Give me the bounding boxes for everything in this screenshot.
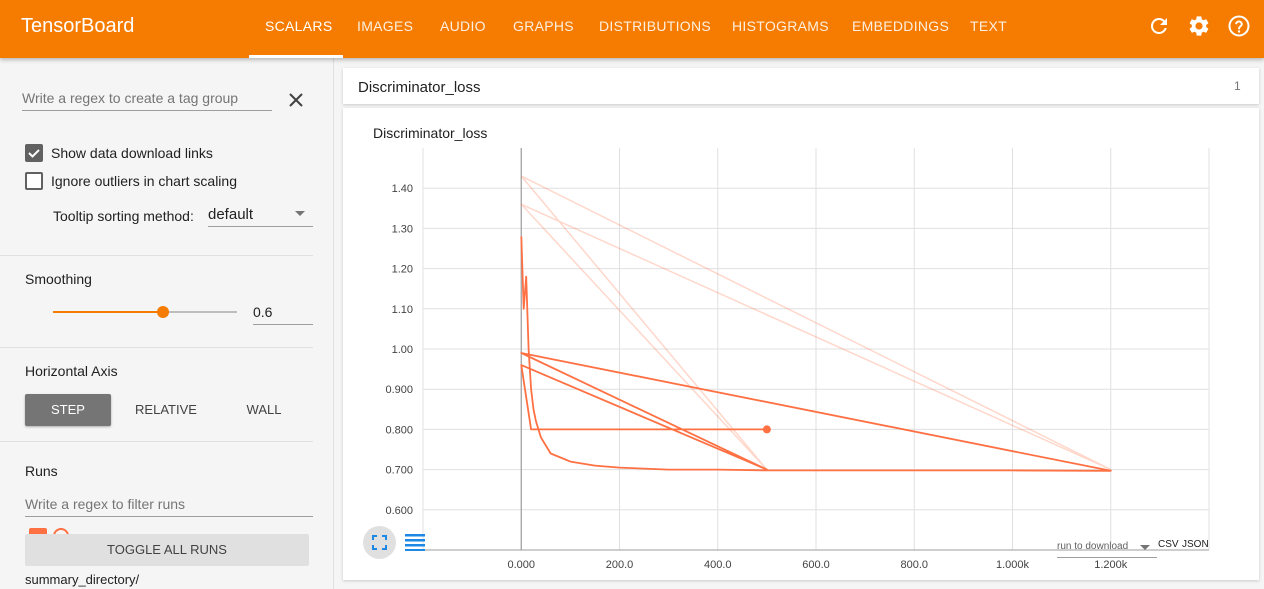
smoothing-title: Smoothing [25, 271, 92, 287]
dropdown-arrow-icon[interactable] [1140, 545, 1150, 551]
check-icon [28, 149, 40, 158]
axis-wall-button[interactable]: WALL [246, 402, 282, 417]
y-tick-label: 0.800 [385, 424, 413, 436]
smoothing-value[interactable]: 0.6 [253, 304, 273, 320]
runs-filter-input[interactable] [25, 516, 313, 517]
smoothing-slider-track[interactable] [163, 311, 237, 313]
tab-audio[interactable]: AUDIO [440, 18, 486, 34]
x-tick-label: 0.000 [507, 559, 535, 571]
y-tick-label: 0.600 [385, 505, 413, 517]
run-to-download-underline [1057, 557, 1157, 558]
settings-icon[interactable] [1187, 14, 1211, 38]
run-name: summary_directory/ [25, 572, 140, 587]
y-tick-label: 1.30 [392, 223, 413, 235]
divider [0, 347, 313, 348]
x-tick-label: 200.0 [606, 559, 634, 571]
tab-text[interactable]: TEXT [970, 18, 1007, 34]
sidebar: Write a regex to create a tag group Show… [0, 58, 334, 589]
y-tick-label: 1.10 [392, 304, 413, 316]
divider [0, 441, 313, 442]
tag-group-input[interactable] [22, 110, 272, 111]
tab-scalars[interactable]: SCALARS [265, 18, 333, 34]
toggle-all-runs-button[interactable]: TOGGLE ALL RUNS [25, 534, 309, 566]
axis-step-button[interactable]: STEP [25, 394, 111, 426]
json-link[interactable]: JSON [1182, 539, 1209, 550]
show-download-links-label: Show data download links [51, 145, 213, 161]
tooltip-sorting-select[interactable] [208, 226, 313, 227]
tab-histograms[interactable]: HISTOGRAMS [732, 18, 829, 34]
list-icon[interactable] [405, 533, 425, 551]
main-panel: Discriminator_loss 1 Discriminator_loss … [343, 58, 1264, 589]
y-tick-label: 1.40 [392, 183, 413, 195]
tag-group-placeholder: Write a regex to create a tag group [22, 90, 239, 106]
help-icon[interactable] [1227, 14, 1251, 38]
ignore-outliers-checkbox[interactable] [25, 172, 43, 190]
ignore-outliers-label: Ignore outliers in chart scaling [51, 173, 237, 189]
run-to-download-select[interactable]: run to download [1057, 541, 1129, 552]
tag-group-count: 1 [1234, 79, 1241, 93]
horizontal-axis-title: Horizontal Axis [25, 363, 118, 379]
y-tick-label: 0.700 [385, 465, 413, 477]
active-tab-indicator [249, 55, 343, 58]
top-bar: TensorBoard SCALARS IMAGES AUDIO GRAPHS … [0, 0, 1264, 58]
app-brand: TensorBoard [21, 15, 135, 37]
tab-graphs[interactable]: GRAPHS [513, 18, 574, 34]
series-end-point [762, 425, 771, 434]
axis-relative-button[interactable]: RELATIVE [135, 402, 197, 417]
smoothed-series-line [520, 236, 1112, 472]
y-axis-ticks: 0.600 0.700 0.800 0.900 1.00 1.10 1.20 1.30 1.40 [385, 183, 413, 517]
run-radio[interactable] [53, 528, 69, 536]
x-tick-label: 1.000k [996, 559, 1030, 571]
smoothing-input[interactable] [253, 324, 313, 325]
close-icon[interactable] [287, 91, 305, 109]
chart-title: Discriminator_loss [373, 125, 488, 141]
smoothing-slider-fill [53, 311, 163, 313]
runs-filter-placeholder: Write a regex to filter runs [25, 496, 186, 512]
y-tick-label: 1.20 [392, 264, 413, 276]
runs-title: Runs [25, 463, 58, 479]
smoothing-slider-knob[interactable] [157, 306, 169, 318]
line-chart[interactable]: 0.600 0.700 0.800 0.900 1.00 1.10 1.20 1.30 1.40… [343, 108, 1259, 580]
divider [0, 255, 313, 256]
raw-series-line [520, 175, 1112, 471]
show-download-links-checkbox[interactable] [25, 144, 43, 162]
x-tick-label: 1.200k [1094, 559, 1128, 571]
tab-embeddings[interactable]: EMBEDDINGS [852, 18, 950, 34]
x-axis-ticks: 0.000 200.0 400.0 600.0 800.0 1.000k 1.200k [507, 559, 1127, 571]
refresh-icon[interactable] [1147, 14, 1171, 38]
run-checkbox[interactable] [29, 528, 47, 536]
tab-images[interactable]: IMAGES [357, 18, 414, 34]
chart-card: Discriminator_loss 0.600 0.700 0.800 0.900 1… [343, 108, 1259, 580]
chart-series [520, 175, 1112, 472]
x-tick-label: 600.0 [802, 559, 830, 571]
x-tick-label: 400.0 [704, 559, 732, 571]
chart-grid [422, 148, 1210, 551]
tag-group-title: Discriminator_loss [358, 79, 481, 96]
x-tick-label: 800.0 [900, 559, 928, 571]
fit-domain-button[interactable] [363, 526, 396, 559]
tab-distributions[interactable]: DISTRIBUTIONS [599, 18, 712, 34]
csv-link[interactable]: CSV [1158, 539, 1179, 550]
tag-group-header[interactable]: Discriminator_loss 1 [343, 68, 1259, 104]
y-tick-label: 0.900 [385, 384, 413, 396]
fullscreen-icon [372, 535, 387, 550]
tooltip-sorting-label: Tooltip sorting method: [53, 208, 194, 224]
tooltip-sorting-value[interactable]: default [208, 206, 254, 223]
dropdown-arrow-icon[interactable] [295, 211, 305, 217]
y-tick-label: 1.00 [392, 344, 413, 356]
